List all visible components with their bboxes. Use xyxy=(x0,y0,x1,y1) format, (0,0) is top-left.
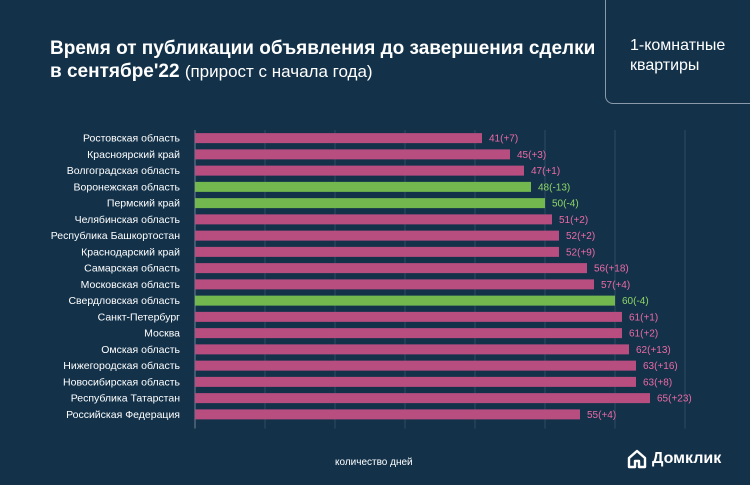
house-icon xyxy=(627,449,647,469)
data-label: 63(+8) xyxy=(643,377,672,388)
bar xyxy=(195,328,622,339)
data-label: 48(-13) xyxy=(538,182,570,193)
segment-label-box: 1-комнатные квартиры xyxy=(605,0,750,104)
bar xyxy=(195,279,594,290)
data-label: 55(+4) xyxy=(587,410,616,421)
data-label: 52(+2) xyxy=(566,231,595,242)
category-label: Российская Федерация xyxy=(66,409,180,421)
category-label: Республика Башкортостан xyxy=(51,230,180,242)
data-label: 50(-4) xyxy=(552,199,579,210)
data-label: 60(-4) xyxy=(622,296,649,307)
bar xyxy=(195,230,559,241)
data-label: 57(+4) xyxy=(601,280,630,291)
segment-label: 1-комнатные квартиры xyxy=(630,37,726,74)
category-label: Краснодарский край xyxy=(81,246,180,258)
bar xyxy=(195,165,524,176)
category-label: Челябинская область xyxy=(75,214,181,226)
data-label: 52(+9) xyxy=(566,247,595,258)
data-label: 61(+2) xyxy=(629,329,658,340)
bar xyxy=(195,311,622,322)
bar xyxy=(195,263,587,274)
category-label: Воронежская область xyxy=(74,181,181,193)
data-label: 63(+16) xyxy=(643,361,678,372)
x-axis-label: количество дней xyxy=(335,457,413,468)
data-label: 56(+18) xyxy=(594,264,629,275)
category-label: Волгоградская область xyxy=(67,165,181,177)
category-label: Омская область xyxy=(101,344,180,356)
chart-title: Время от публикации объявления до заверш… xyxy=(50,37,610,83)
bar xyxy=(195,360,636,371)
data-label: 41(+7) xyxy=(489,134,518,145)
category-label: Санкт-Петербург xyxy=(98,311,181,323)
category-label: Пермский край xyxy=(107,198,180,210)
category-label: Московская область xyxy=(81,279,181,291)
bar xyxy=(195,409,580,420)
category-label: Самарская область xyxy=(84,263,180,275)
category-label: Свердловская область xyxy=(68,295,180,307)
brand-logo: Домклик xyxy=(627,449,721,469)
bar xyxy=(195,344,629,355)
data-label: 62(+13) xyxy=(636,345,671,356)
category-label: Нижегородская область xyxy=(63,360,180,372)
bar xyxy=(195,393,650,404)
bar xyxy=(195,376,636,387)
data-label: 51(+2) xyxy=(559,215,588,226)
bar xyxy=(195,133,482,144)
bar xyxy=(195,246,559,257)
data-label: 45(+3) xyxy=(517,150,546,161)
brand-name: Домклик xyxy=(652,450,722,467)
bar xyxy=(195,198,545,209)
category-label: Новосибирская область xyxy=(63,376,180,388)
category-label: Республика Татарстан xyxy=(71,393,181,405)
data-label: 65(+23) xyxy=(657,394,692,405)
bar xyxy=(195,295,615,306)
title-subtitle: (прирост с начала года) xyxy=(184,62,373,81)
category-label: Ростовская область xyxy=(83,133,181,145)
title-main: Время от публикации объявления до заверш… xyxy=(50,38,596,82)
bar xyxy=(195,214,552,225)
data-label: 61(+1) xyxy=(629,312,658,323)
category-label: Красноярский край xyxy=(87,149,180,161)
data-label: 47(+1) xyxy=(531,166,560,177)
bar xyxy=(195,181,531,192)
category-label: Москва xyxy=(144,328,180,340)
bar xyxy=(195,149,510,160)
